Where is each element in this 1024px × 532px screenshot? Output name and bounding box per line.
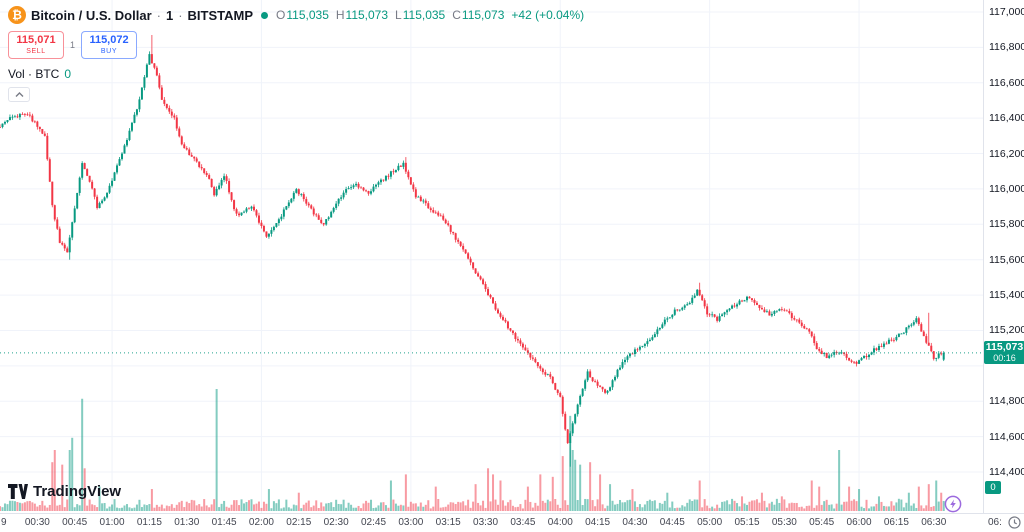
chart-pane[interactable]: ₿ Bitcoin / U.S. Dollar · 1 · BITSTAMP O… (0, 0, 983, 513)
low-label: L (395, 8, 402, 22)
price-tick-label: 115,200 (989, 324, 1024, 337)
time-tick-label: 00:30 (24, 517, 50, 528)
price-tick-label: 116,200 (989, 147, 1024, 160)
price-tick-label: 116,000 (989, 182, 1024, 195)
separator-dot: · (178, 7, 183, 23)
time-tick-label: 05:45 (809, 517, 835, 528)
time-axis[interactable]: 9 00:30 00:45 01:00 01:15 01:30 01:45 02:00 02:… (0, 513, 1024, 532)
price-tick-label: 115,600 (989, 253, 1024, 266)
time-tick-label: 04:30 (622, 517, 648, 528)
high-label: H (335, 8, 345, 22)
time-tick-label: 03:00 (398, 517, 424, 528)
bitcoin-icon: ₿ (8, 6, 26, 24)
volume-legend-value: 0 (64, 67, 72, 81)
time-tick-label: 05:30 (771, 517, 797, 528)
low-value: 115,035 (402, 8, 446, 22)
last-price-label: 115,073 00:16 (984, 340, 1024, 364)
time-tick-label: 00:45 (62, 517, 88, 528)
time-tick-label: 01:15 (136, 517, 162, 528)
time-tick-label: 04:15 (585, 517, 611, 528)
symbol-row: ₿ Bitcoin / U.S. Dollar · 1 · BITSTAMP O… (8, 6, 584, 24)
spread-value: 1 (70, 40, 76, 50)
time-tick-label: 01:30 (174, 517, 200, 528)
sell-label: SELL (26, 48, 46, 55)
sell-price: 115,071 (16, 34, 56, 46)
time-tick-partial-left: 9 (1, 517, 7, 528)
time-tick-label: 02:00 (248, 517, 274, 528)
price-tick-label: 114,400 (989, 466, 1024, 478)
tradingview-logo-text: TradingView (33, 483, 122, 500)
time-tick-label: 06:15 (883, 517, 909, 528)
tradingview-mark-icon (8, 484, 28, 499)
time-tick-label: 05:15 (734, 517, 760, 528)
high-value: 115,073 (345, 8, 389, 22)
buy-button[interactable]: 115,072 BUY (81, 31, 138, 59)
time-tick-label: 03:45 (510, 517, 536, 528)
volume-legend[interactable]: Vol · BTC 0 (8, 67, 584, 81)
interval-label[interactable]: 1 (165, 7, 174, 23)
volume-legend-label: Vol · BTC (8, 67, 60, 81)
separator-dot: · (156, 7, 161, 23)
buy-label: BUY (100, 48, 118, 55)
chart-legend: ₿ Bitcoin / U.S. Dollar · 1 · BITSTAMP O… (8, 6, 584, 102)
time-tick-label: 02:30 (323, 517, 349, 528)
volume-value-label: 0 (985, 481, 1001, 494)
time-tick-label: 01:45 (211, 517, 237, 528)
time-tick-label: 03:15 (435, 517, 461, 528)
price-tick-label: 114,600 (989, 430, 1024, 443)
time-tick-label: 02:15 (286, 517, 312, 528)
time-tick-label: 05:00 (697, 517, 723, 528)
time-tick-partial-right: 06: (988, 517, 1002, 528)
price-tick-label: 116,800 (989, 41, 1024, 54)
chevron-up-icon (15, 91, 23, 97)
lightning-icon (944, 495, 962, 513)
symbol-title[interactable]: Bitcoin / U.S. Dollar (31, 7, 152, 23)
exchange-label[interactable]: BITSTAMP (187, 7, 254, 23)
bar-countdown: 00:16 (993, 352, 1016, 363)
price-tick-label: 116,400 (989, 112, 1024, 125)
price-tick-label: 116,600 (989, 76, 1024, 89)
price-tick-label: 117,000 (989, 6, 1024, 18)
time-tick-label: 06:30 (921, 517, 947, 528)
timezone-clock-button[interactable] (1007, 516, 1022, 531)
clock-icon (1008, 516, 1021, 529)
time-tick-label: 01:00 (99, 517, 125, 528)
collapse-legend-button[interactable] (8, 87, 30, 102)
candlestick-chart[interactable] (0, 0, 983, 513)
close-label: C (452, 8, 461, 22)
price-tick-label: 114,800 (989, 395, 1024, 408)
change-value: +42 (+0.04%) (511, 8, 585, 22)
sell-button[interactable]: 115,071 SELL (8, 31, 64, 59)
time-tick-label: 04:45 (659, 517, 685, 528)
open-value: 115,035 (286, 8, 329, 22)
time-tick-label: 03:30 (473, 517, 499, 528)
close-value: 115,073 (461, 8, 505, 22)
market-status-dot[interactable] (261, 11, 269, 19)
boost-button[interactable] (944, 495, 962, 513)
time-tick-label: 06:00 (846, 517, 872, 528)
time-tick-label: 02:45 (360, 517, 387, 528)
tradingview-logo[interactable]: TradingView (8, 483, 121, 500)
trade-buttons-row: 115,071 SELL 1 115,072 BUY (8, 31, 584, 59)
price-tick-label: 115,400 (989, 289, 1024, 302)
price-axis[interactable]: 117,000 116,800 116,600 116,400 116,200 116,0… (983, 0, 1024, 513)
open-label: O (276, 8, 286, 22)
buy-price: 115,072 (89, 34, 129, 46)
ohlc-values: O 115,035 H 115,073 L 115,035 C 115,073 +42 … (276, 8, 584, 22)
price-tick-label: 115,800 (989, 218, 1024, 231)
last-price-value: 115,073 (985, 340, 1024, 353)
time-tick-label: 04:00 (547, 517, 573, 528)
